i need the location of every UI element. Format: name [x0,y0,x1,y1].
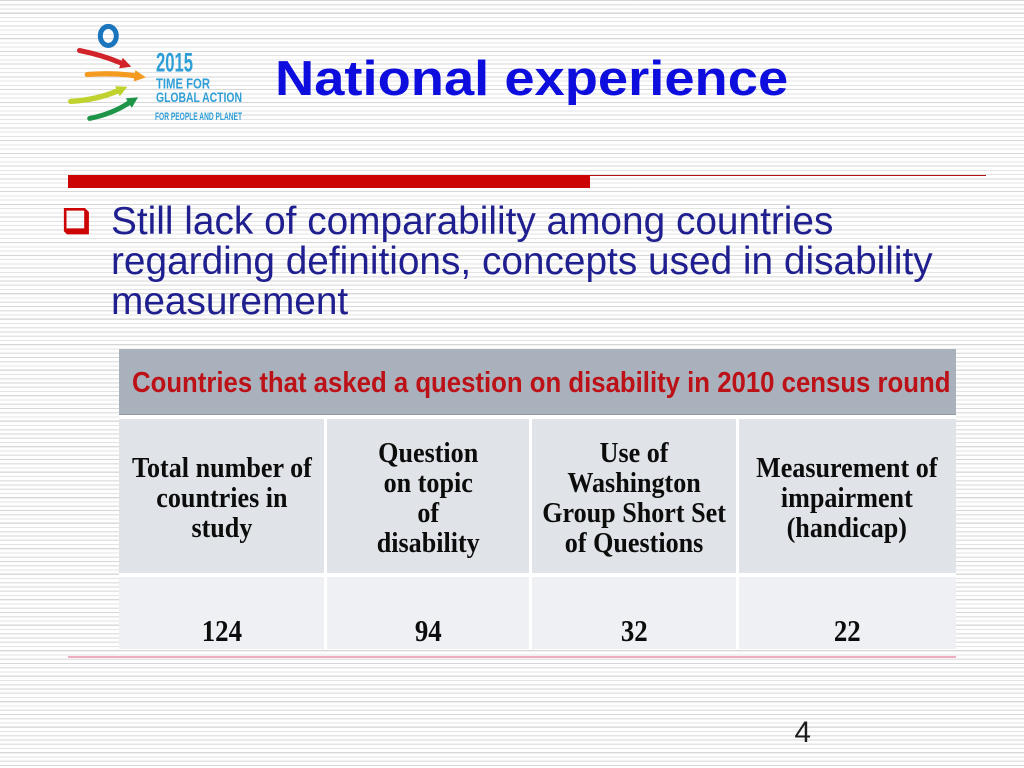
svg-text:2015: 2015 [156,48,193,78]
svg-text:TIME FOR: TIME FOR [156,77,210,93]
svg-text:FOR PEOPLE AND PLANET: FOR PEOPLE AND PLANET [155,111,242,123]
svg-text:GLOBAL ACTION: GLOBAL ACTION [156,90,242,106]
